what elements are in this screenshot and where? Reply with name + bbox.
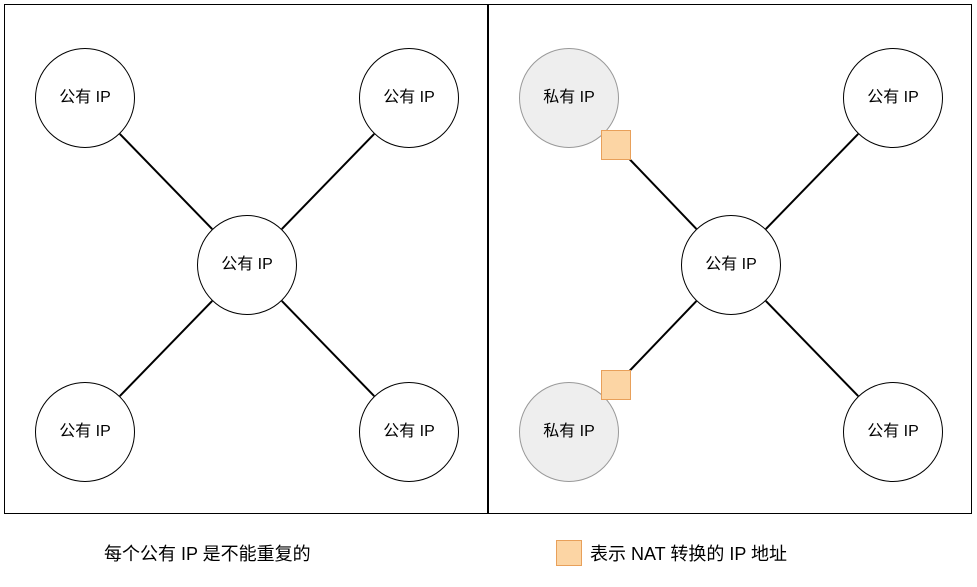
edge xyxy=(120,301,212,396)
node-label: 私有 IP xyxy=(543,88,595,107)
node-label: 私有 IP xyxy=(543,422,595,441)
edge xyxy=(282,134,374,229)
node-label: 公有 IP xyxy=(59,422,111,441)
node-l-tr: 公有 IP xyxy=(359,48,459,148)
panel-right: 私有 IP 公有 IP 公有 IP 私有 IP 公有 IP xyxy=(488,4,972,514)
legend-nat-box-icon xyxy=(556,540,582,566)
node-l-c: 公有 IP xyxy=(197,215,297,315)
edge xyxy=(282,301,374,396)
node-l-tl: 公有 IP xyxy=(35,48,135,148)
node-label: 公有 IP xyxy=(59,88,111,107)
node-label: 公有 IP xyxy=(705,255,757,274)
node-label: 公有 IP xyxy=(867,422,919,441)
edge xyxy=(766,301,858,396)
node-label: 公有 IP xyxy=(221,255,273,274)
edge xyxy=(766,134,858,229)
edge xyxy=(120,134,212,229)
node-label: 公有 IP xyxy=(383,88,435,107)
node-l-bl: 公有 IP xyxy=(35,382,135,482)
node-r-br: 公有 IP xyxy=(843,382,943,482)
caption-left: 每个公有 IP 是不能重复的 xyxy=(104,540,311,566)
node-l-br: 公有 IP xyxy=(359,382,459,482)
nat-box xyxy=(601,370,631,400)
nat-box xyxy=(601,130,631,160)
node-r-c: 公有 IP xyxy=(681,215,781,315)
node-r-tr: 公有 IP xyxy=(843,48,943,148)
caption-right: 表示 NAT 转换的 IP 地址 xyxy=(556,540,787,566)
node-label: 公有 IP xyxy=(867,88,919,107)
node-label: 公有 IP xyxy=(383,422,435,441)
caption-right-text: 表示 NAT 转换的 IP 地址 xyxy=(590,544,787,564)
panel-left: 公有 IP 公有 IP 公有 IP 公有 IP 公有 IP xyxy=(4,4,488,514)
diagram-canvas: 公有 IP公有 IP公有 IP公有 IP公有 IP私有 IP公有 IP公有 IP… xyxy=(0,0,977,587)
caption-left-text: 每个公有 IP 是不能重复的 xyxy=(104,544,311,564)
